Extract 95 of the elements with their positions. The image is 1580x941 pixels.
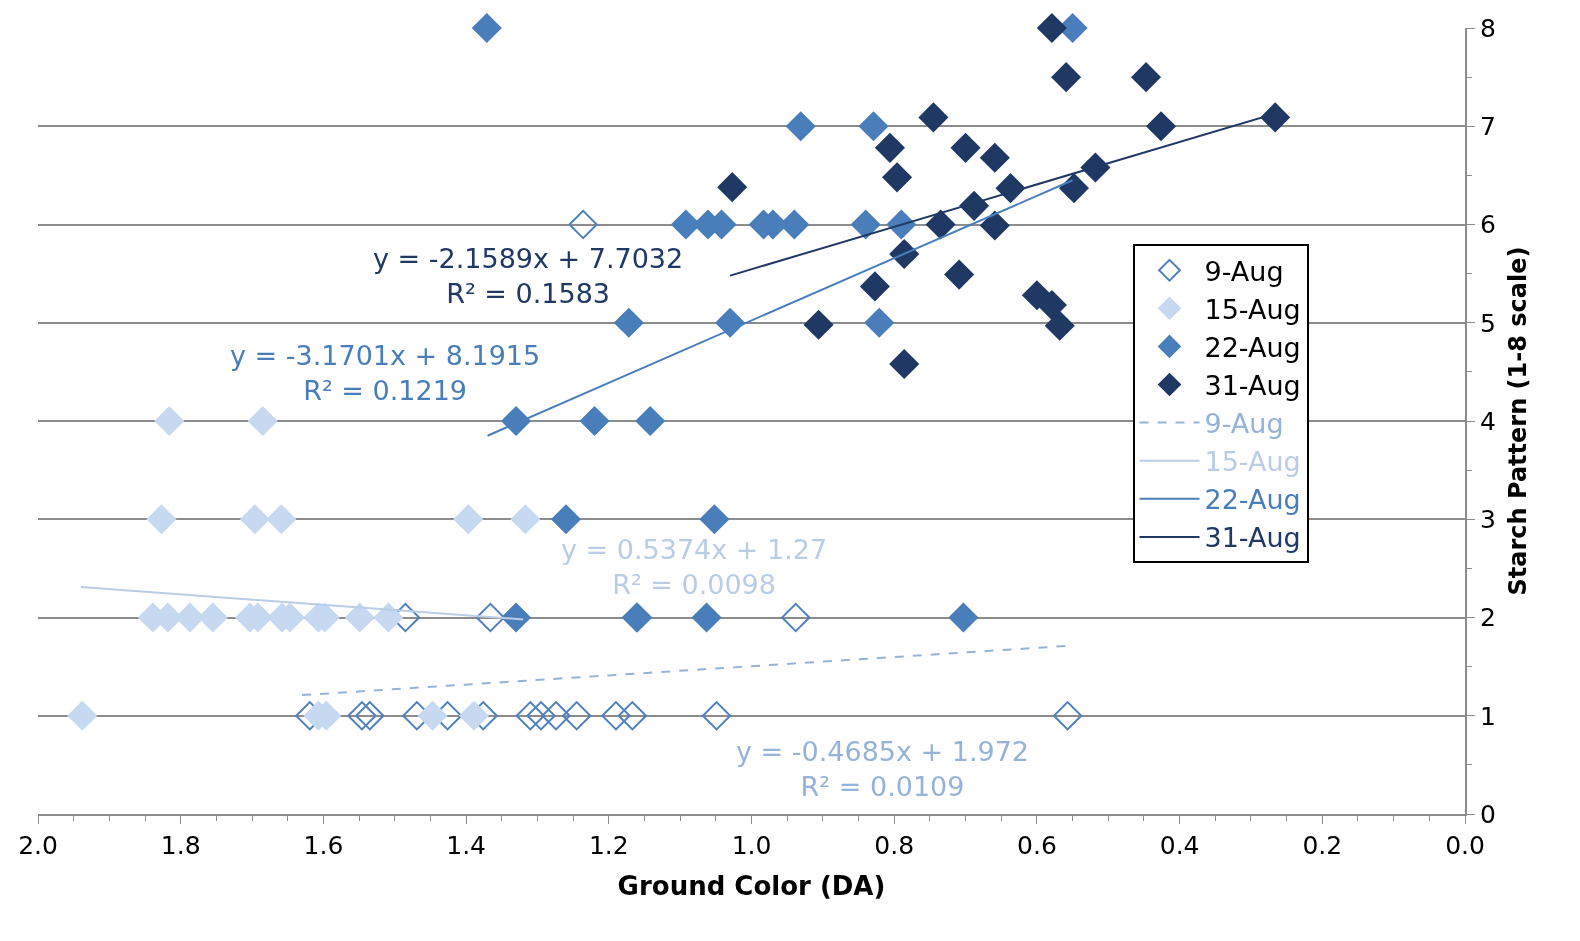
x-tick-label: 1.2 — [588, 831, 629, 860]
legend-label: 22-Aug — [1204, 331, 1301, 363]
x-tick-label: 0.0 — [1445, 831, 1485, 860]
y-tick-label: 8 — [1480, 13, 1496, 43]
point — [1037, 290, 1067, 320]
x-tick-label: 1.6 — [303, 831, 344, 860]
point — [882, 162, 912, 192]
point — [617, 701, 647, 731]
point — [925, 209, 956, 240]
point — [562, 701, 592, 731]
point — [266, 504, 296, 534]
point — [154, 406, 184, 436]
point — [345, 602, 375, 633]
point — [417, 701, 448, 731]
y-tick-label: 5 — [1480, 308, 1496, 338]
point — [515, 701, 545, 731]
point — [1045, 311, 1075, 341]
point — [1260, 102, 1290, 133]
x-tick-label: 0.6 — [1017, 831, 1057, 860]
point — [1051, 62, 1081, 92]
point — [459, 701, 489, 731]
point — [347, 701, 377, 731]
point — [715, 308, 745, 338]
point — [453, 504, 483, 534]
point — [248, 406, 278, 436]
point — [889, 349, 919, 379]
point — [635, 406, 665, 436]
annotation: y = -3.1701x + 8.1915 R² = 0.1219 — [230, 340, 541, 407]
x-tick-label: 0.2 — [1302, 831, 1343, 860]
point — [67, 701, 97, 731]
point — [944, 259, 974, 290]
point — [701, 701, 732, 731]
point — [980, 210, 1010, 241]
y-tick-label: 3 — [1480, 505, 1496, 534]
point — [803, 310, 834, 340]
point — [995, 173, 1026, 203]
annotation: y = -0.4685x + 1.972 R² = 0.0109 — [736, 736, 1030, 803]
legend-label: 31-Aug — [1204, 370, 1301, 402]
point — [786, 111, 816, 141]
point — [579, 406, 610, 436]
point — [1146, 111, 1176, 141]
point — [980, 143, 1010, 173]
x-tick-label: 1.4 — [446, 831, 486, 860]
y-axis-title: Starch Pattern (1-8 scale) — [1503, 246, 1532, 596]
y-tick-label: 4 — [1480, 406, 1496, 436]
point — [860, 271, 890, 302]
point — [699, 504, 730, 534]
point — [950, 133, 981, 163]
point — [875, 133, 905, 163]
point — [948, 602, 979, 633]
point — [1131, 62, 1161, 92]
point — [198, 602, 228, 633]
point — [864, 308, 894, 338]
y-tick-label: 0 — [1480, 799, 1496, 829]
x-axis-title: Ground Color (DA) — [617, 871, 886, 902]
legend-label: 15-Aug — [1204, 293, 1301, 325]
y-tick-label: 7 — [1480, 112, 1496, 141]
x-tick-label: 0.8 — [874, 831, 915, 860]
y-tick-label: 6 — [1480, 210, 1496, 240]
x-tick-label: 2.0 — [18, 831, 58, 860]
point — [1052, 701, 1083, 731]
point — [355, 701, 385, 731]
legend-label: 31-Aug — [1204, 522, 1301, 554]
x-tick-label: 0.4 — [1159, 831, 1200, 860]
x-tick-label: 1.0 — [731, 831, 772, 860]
point — [240, 504, 270, 534]
point — [541, 701, 571, 731]
x-tick-label: 1.8 — [160, 831, 201, 860]
annotation: y = -2.1589x + 7.7032 R² = 0.1583 — [373, 243, 684, 310]
point — [510, 504, 540, 534]
annotation: y = 0.5374x + 1.27 R² = 0.0098 — [561, 534, 828, 601]
point — [851, 209, 881, 240]
y-tick-label: 2 — [1480, 603, 1496, 633]
point — [373, 602, 403, 633]
point — [551, 504, 581, 534]
point — [146, 504, 177, 534]
point — [501, 406, 531, 436]
point — [472, 13, 502, 43]
y-tick-label: 1 — [1480, 701, 1496, 731]
point — [614, 308, 644, 338]
point — [568, 209, 598, 240]
point — [691, 602, 722, 633]
legend-label: 9-Aug — [1204, 408, 1284, 440]
legend-label: 22-Aug — [1204, 484, 1301, 516]
point — [1037, 13, 1067, 43]
point — [526, 701, 556, 731]
legend-label: 9-Aug — [1204, 255, 1284, 287]
point — [475, 602, 506, 633]
legend-label: 15-Aug — [1204, 446, 1301, 478]
point — [781, 602, 811, 633]
point — [858, 111, 889, 141]
point — [1059, 173, 1089, 203]
point — [717, 172, 747, 202]
point — [601, 701, 631, 731]
point — [918, 102, 949, 133]
